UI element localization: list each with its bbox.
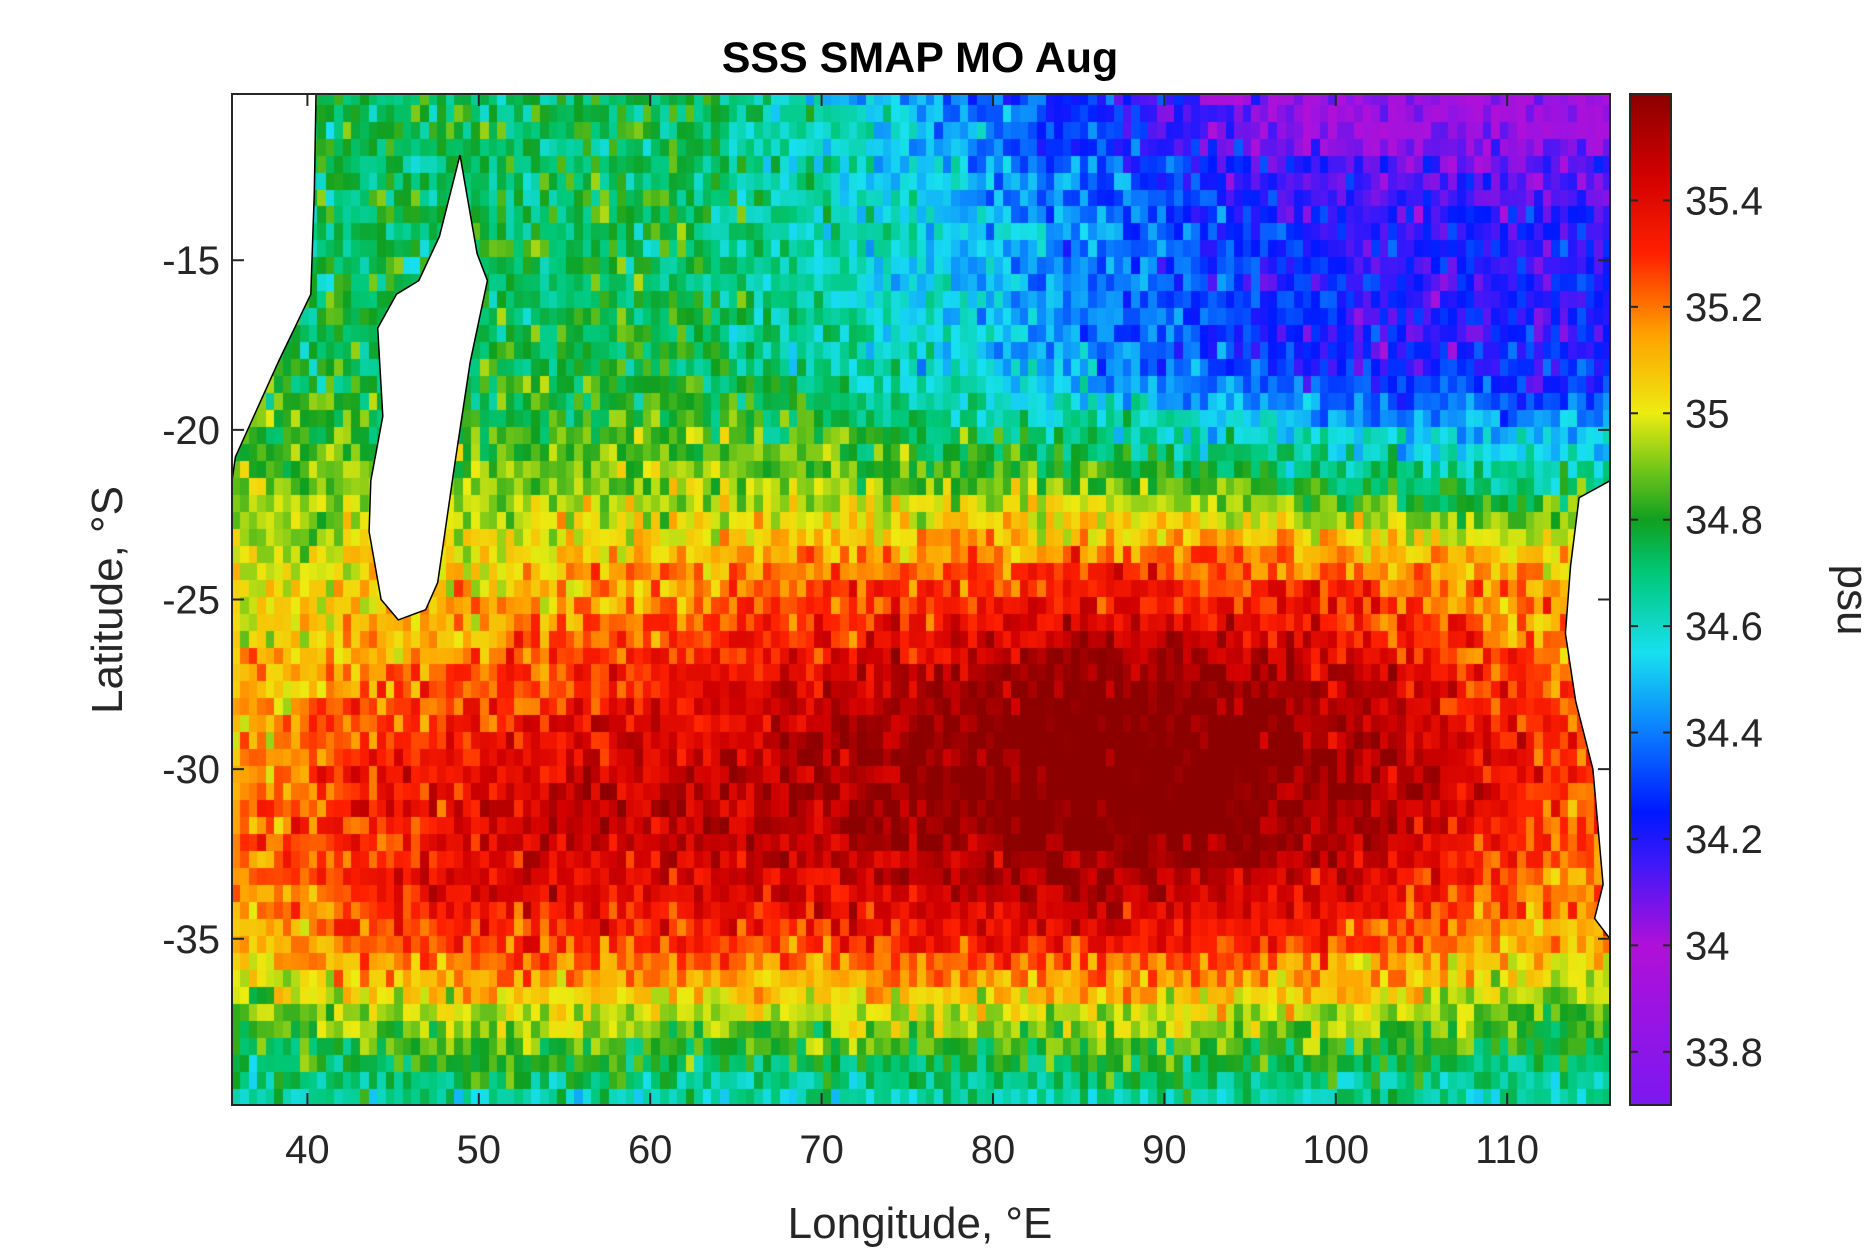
y-axis-ticks: -15 -20 -25 -30 -35 (162, 239, 1610, 962)
colorbar-tick-label: 33.8 (1685, 1031, 1763, 1075)
colorbar-label: psu (1828, 565, 1875, 636)
colorbar: 35.4 35.2 35 34.8 34.6 34.4 34.2 34 33.8 psu (1629, 93, 1875, 1106)
colorbar-tick-label: 34.6 (1685, 605, 1763, 649)
colorbar-tick-label: 35.4 (1685, 179, 1763, 223)
y-tick-label: -20 (162, 409, 220, 453)
colorbar-tick-label: 34.8 (1685, 499, 1763, 543)
chart-title: SSS SMAP MO Aug (722, 34, 1119, 82)
y-tick-label: -35 (162, 918, 220, 962)
x-tick-label: 60 (628, 1128, 673, 1172)
x-axis-ticks: 40 50 60 70 80 90 100 110 (285, 94, 1539, 1172)
x-tick-label: 80 (971, 1128, 1016, 1172)
x-tick-label: 70 (799, 1128, 844, 1172)
land-masks (232, 94, 1610, 941)
colorbar-tick-label: 34.2 (1685, 818, 1763, 862)
y-tick-label: -25 (162, 579, 220, 623)
y-tick-label: -15 (162, 239, 220, 283)
y-tick-label: -30 (162, 748, 220, 792)
colorbar-tick-label: 35.2 (1685, 286, 1763, 330)
y-axis-label: Latitude, °S (83, 486, 132, 714)
colorbar-tick-label: 35 (1685, 392, 1730, 436)
land-australia (1564, 479, 1610, 941)
colorbar-scale (1629, 93, 1672, 1106)
land-madagascar (368, 154, 489, 621)
x-tick-label: 110 (1475, 1128, 1539, 1172)
x-axis-label: Longitude, °E (788, 1199, 1053, 1248)
x-tick-label: 100 (1302, 1128, 1369, 1172)
colorbar-tick-label: 34 (1685, 924, 1730, 968)
plot-area (231, 93, 1611, 1106)
x-tick-label: 90 (1142, 1128, 1187, 1172)
x-tick-label: 40 (285, 1128, 330, 1172)
x-tick-label: 50 (457, 1128, 502, 1172)
colorbar-ticks: 35.4 35.2 35 34.8 34.6 34.4 34.2 34 33.8 (1630, 179, 1763, 1075)
colorbar-tick-label: 34.4 (1685, 712, 1763, 756)
